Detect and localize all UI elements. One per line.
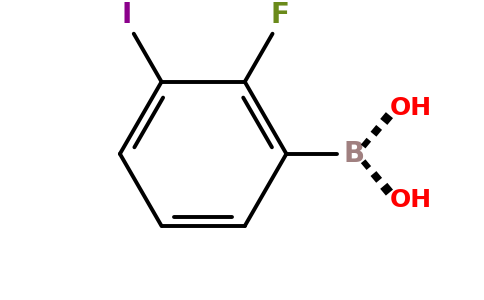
Text: B: B bbox=[343, 140, 364, 168]
Text: OH: OH bbox=[390, 188, 432, 212]
Text: I: I bbox=[121, 1, 132, 29]
Text: OH: OH bbox=[390, 96, 432, 120]
Text: F: F bbox=[271, 1, 289, 29]
